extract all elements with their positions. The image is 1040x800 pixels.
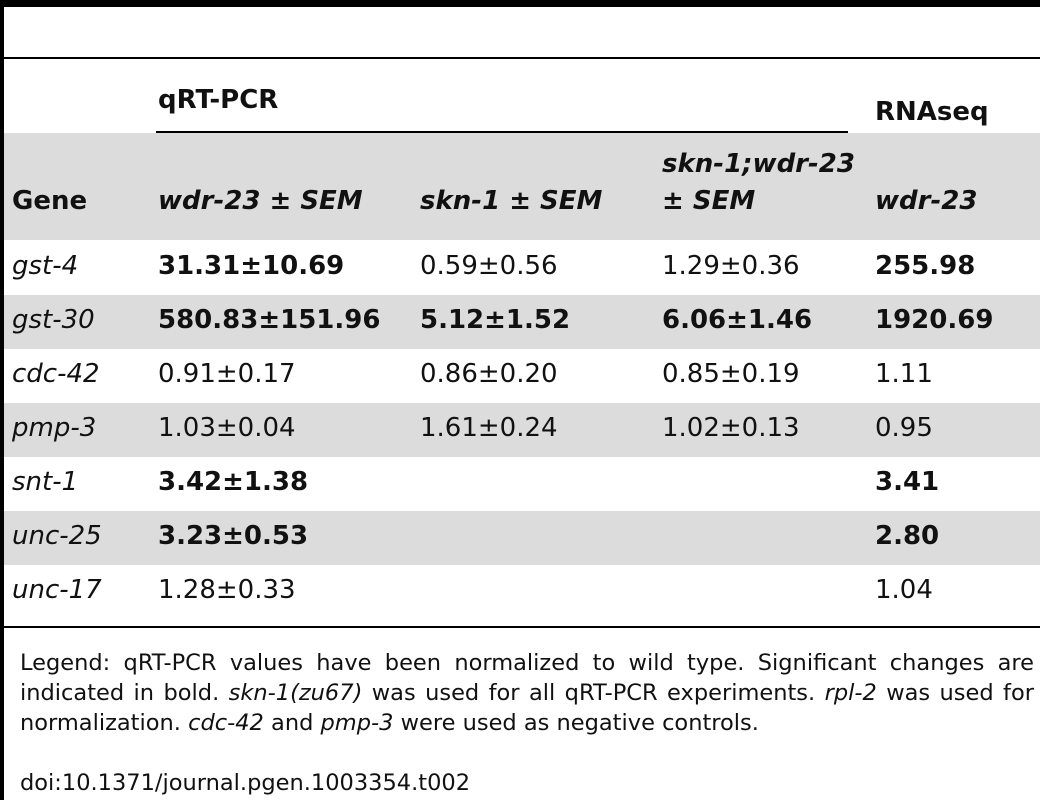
cell-rnaseq: 255.98 <box>875 251 976 281</box>
cell-skn1: 0.86±0.20 <box>420 359 558 389</box>
legend-text-5: were used as negative controls. <box>393 710 759 736</box>
cell-combo: 1.29±0.36 <box>662 251 800 281</box>
cell-rnaseq: 1920.69 <box>875 305 994 335</box>
col-header-wdr23: wdr-23 ± SEM <box>158 186 363 216</box>
cell-wdr23: 3.23±0.53 <box>158 521 309 551</box>
legend-italic-3: cdc-42 <box>188 710 264 736</box>
cell-gene: unc-25 <box>12 521 102 551</box>
cell-rnaseq: 1.11 <box>875 359 933 389</box>
legend-text-2: was used for all qRT-PCR experiments. <box>362 680 825 706</box>
cell-wdr23: 1.28±0.33 <box>158 575 296 605</box>
cell-gene: gst-30 <box>12 305 95 335</box>
table-legend: Legend: qRT-PCR values have been normali… <box>20 648 1034 738</box>
cell-gene: snt-1 <box>12 467 79 497</box>
cell-rnaseq: 1.04 <box>875 575 933 605</box>
cell-wdr23: 1.03±0.04 <box>158 413 296 443</box>
col-header-skn1: skn-1 ± SEM <box>420 186 603 216</box>
col-header-gene: Gene <box>12 186 88 216</box>
group-header-rnaseq: RNAseq <box>875 97 989 127</box>
cell-combo: 0.85±0.19 <box>662 359 800 389</box>
legend-text-3: was used for normalization. <box>20 680 1034 736</box>
legend-italic-1: skn-1(zu67) <box>228 680 363 706</box>
doi-link[interactable]: doi:10.1371/journal.pgen.1003354.t002 <box>20 770 471 796</box>
legend-italic-4: pmp-3 <box>320 710 394 736</box>
cell-wdr23: 31.31±10.69 <box>158 251 345 281</box>
row-band-gst-30 <box>4 295 1040 349</box>
cell-wdr23: 3.42±1.38 <box>158 467 309 497</box>
top-border <box>0 0 1040 7</box>
legend-text-4: and <box>263 710 321 736</box>
cell-rnaseq: 2.80 <box>875 521 940 551</box>
cell-wdr23: 580.83±151.96 <box>158 305 381 335</box>
row-band-pmp-3 <box>4 403 1040 457</box>
cell-combo: 6.06±1.46 <box>662 305 813 335</box>
legend-italic-2: rpl-2 <box>824 680 877 706</box>
col-header-combo-line2: ± SEM <box>662 186 756 216</box>
table-bottom-rule <box>4 626 1040 628</box>
legend-text-1: Legend: qRT-PCR values have been normali… <box>20 650 1034 706</box>
cell-skn1: 0.59±0.56 <box>420 251 558 281</box>
cell-gene: pmp-3 <box>12 413 97 443</box>
cell-rnaseq: 3.41 <box>875 467 940 497</box>
group-header-qrtpcr: qRT-PCR <box>158 85 279 115</box>
group-rule-qrtpcr <box>156 131 848 133</box>
col-header-combo-line1: skn-1;wdr-23 <box>662 149 855 179</box>
left-border <box>0 0 4 800</box>
header-band <box>4 133 1040 240</box>
table-top-rule <box>4 57 1040 59</box>
cell-combo: 1.02±0.13 <box>662 413 800 443</box>
cell-skn1: 1.61±0.24 <box>420 413 558 443</box>
row-band-unc-25 <box>4 511 1040 565</box>
cell-gene: cdc-42 <box>12 359 100 389</box>
cell-gene: gst-4 <box>12 251 79 281</box>
cell-skn1: 5.12±1.52 <box>420 305 571 335</box>
cell-rnaseq: 0.95 <box>875 413 933 443</box>
col-header-rnaseq-wdr23: wdr-23 <box>875 186 978 216</box>
cell-wdr23: 0.91±0.17 <box>158 359 296 389</box>
cell-gene: unc-17 <box>12 575 102 605</box>
